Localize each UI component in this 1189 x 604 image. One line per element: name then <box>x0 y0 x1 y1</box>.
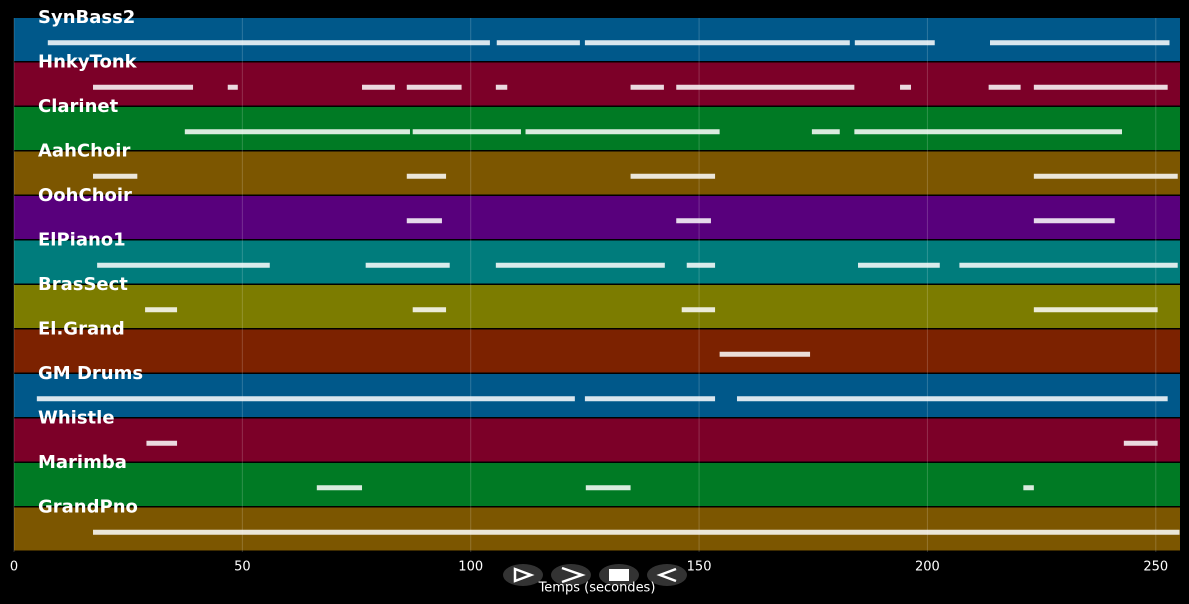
note-span <box>1023 485 1034 491</box>
note-span <box>184 129 410 135</box>
track-name: BrasSect <box>38 274 128 295</box>
track-name: Whistle <box>38 408 115 429</box>
note-span <box>681 307 716 313</box>
note-span <box>495 262 665 268</box>
note-span <box>858 262 940 268</box>
track-row <box>14 196 1180 239</box>
track-name: GrandPno <box>38 497 138 518</box>
note-span <box>412 307 447 313</box>
track-name: El.Grand <box>38 319 125 340</box>
note-span <box>1123 440 1158 446</box>
track-row <box>14 62 1180 106</box>
note-span <box>736 396 1168 402</box>
track-name: AahChoir <box>38 141 130 162</box>
track-name: SynBass2 <box>38 7 135 28</box>
track-row <box>14 240 1180 284</box>
track-row <box>14 329 1180 373</box>
note-span <box>36 396 575 402</box>
track-row <box>14 507 1180 551</box>
plot: 0 50 100 150 200 250 SynBass2 HnkyTonk Clarinet A… <box>10 7 1180 575</box>
x-axis-label: Temps (secondes) <box>538 581 656 596</box>
note-span <box>47 40 490 46</box>
x-tick-label: 150 <box>687 560 712 575</box>
note-span <box>630 173 716 179</box>
track-name: Marimba <box>38 452 127 473</box>
note-span <box>1033 218 1115 224</box>
note-span <box>988 84 1021 90</box>
note-span <box>406 84 462 90</box>
note-span <box>362 84 395 90</box>
note-span <box>93 84 194 90</box>
track-row <box>14 107 1180 150</box>
note-span <box>959 262 1178 268</box>
back-icon <box>656 567 677 583</box>
track-row <box>14 463 1180 506</box>
note-span <box>686 262 716 268</box>
note-span <box>584 396 716 402</box>
note-span <box>97 262 270 268</box>
x-tick-label: 200 <box>915 560 940 575</box>
track-name: Clarinet <box>38 96 119 117</box>
note-span <box>676 84 855 90</box>
note-span <box>227 84 238 90</box>
x-tick-label: 50 <box>234 560 251 575</box>
note-span <box>990 40 1170 46</box>
track-row <box>14 285 1180 328</box>
back-button[interactable] <box>647 564 687 586</box>
play-icon <box>513 567 535 583</box>
forward-button[interactable] <box>551 564 591 586</box>
track-row <box>14 151 1180 195</box>
note-span <box>412 129 521 135</box>
note-span <box>365 262 450 268</box>
note-span <box>406 218 442 224</box>
track-name: OohChoir <box>38 185 132 206</box>
forward-icon <box>561 566 586 584</box>
x-tick-label: 0 <box>10 560 18 575</box>
note-span <box>316 485 363 491</box>
note-span <box>854 129 1122 135</box>
note-span <box>1033 84 1168 90</box>
note-span <box>584 40 850 46</box>
note-span <box>676 218 711 224</box>
track-name: ElPiano1 <box>38 230 126 251</box>
note-span <box>93 173 138 179</box>
note-span <box>145 307 178 313</box>
note-span <box>93 529 1180 535</box>
note-span <box>811 129 840 135</box>
track-row <box>14 418 1180 462</box>
play-button[interactable] <box>503 564 543 586</box>
note-span <box>630 84 664 90</box>
note-span <box>585 485 631 491</box>
note-span <box>854 40 935 46</box>
track-name: HnkyTonk <box>38 52 138 73</box>
x-tick-label: 100 <box>458 560 483 575</box>
note-span <box>496 40 580 46</box>
x-tick-label: 250 <box>1143 560 1168 575</box>
note-span <box>525 129 720 135</box>
track-row <box>14 18 1180 61</box>
track-row <box>14 374 1180 417</box>
note-span <box>146 440 178 446</box>
note-span <box>1033 173 1178 179</box>
note-span <box>900 84 911 90</box>
note-span <box>719 351 811 357</box>
note-span <box>495 84 508 90</box>
stop-icon <box>609 569 629 581</box>
note-span <box>1033 307 1158 313</box>
player-controls <box>503 564 687 586</box>
track-name: GM Drums <box>38 363 143 384</box>
note-span <box>406 173 447 179</box>
